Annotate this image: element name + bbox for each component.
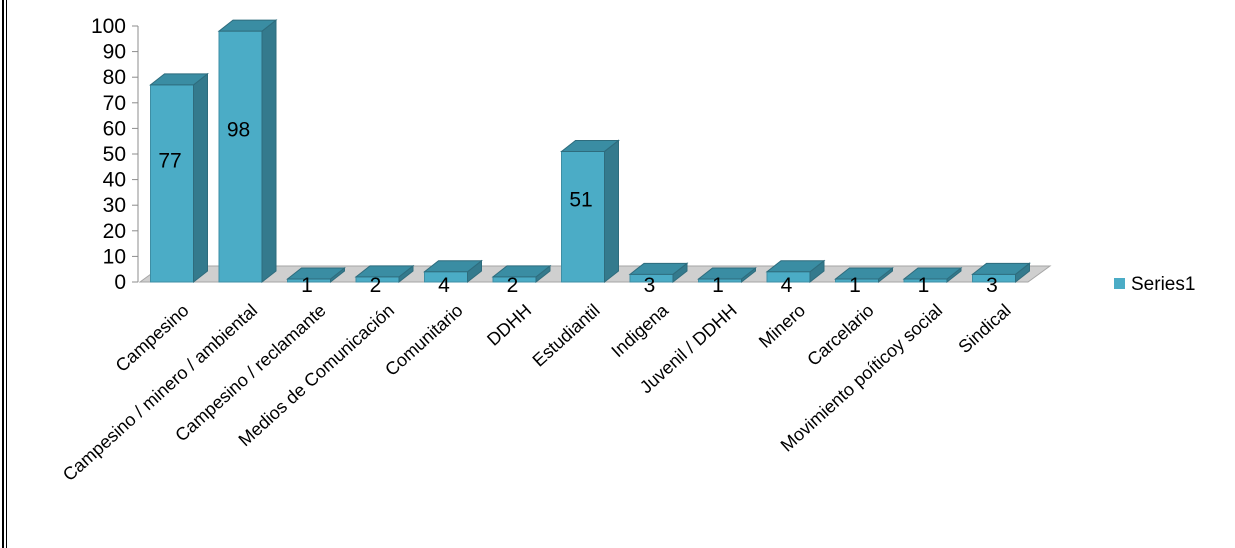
data-label: 4 bbox=[781, 274, 793, 297]
category-label: Sindical bbox=[954, 300, 1014, 357]
legend: Series1 bbox=[1114, 274, 1195, 295]
data-label: 1 bbox=[849, 274, 861, 297]
bar bbox=[149, 72, 209, 284]
data-label: 1 bbox=[301, 274, 313, 297]
bar bbox=[902, 266, 963, 284]
bar bbox=[765, 259, 826, 284]
data-label: 98 bbox=[227, 118, 250, 141]
data-label: 4 bbox=[438, 274, 450, 297]
bar-front bbox=[150, 84, 194, 283]
bar bbox=[491, 264, 552, 284]
category-label: Indigena bbox=[607, 299, 672, 361]
bar bbox=[628, 262, 689, 284]
bar-front bbox=[218, 30, 263, 283]
category-label: DDHH bbox=[483, 300, 535, 350]
y-tick-label: 40 bbox=[103, 169, 126, 192]
data-label: 77 bbox=[158, 150, 181, 173]
bar-top bbox=[423, 260, 483, 273]
y-tick-label: 80 bbox=[103, 66, 126, 89]
bar bbox=[217, 19, 278, 284]
data-label: 51 bbox=[569, 188, 592, 211]
category-label: Estudiantil bbox=[529, 300, 604, 370]
bar bbox=[286, 266, 346, 284]
bar-side bbox=[193, 72, 208, 284]
bar-front bbox=[561, 150, 605, 283]
legend-label: Series1 bbox=[1131, 274, 1195, 295]
y-tick-label: 60 bbox=[103, 117, 126, 140]
bar-top bbox=[560, 139, 620, 152]
y-tick-label: 50 bbox=[103, 143, 126, 166]
bar bbox=[560, 139, 620, 284]
left-border-line-inner bbox=[6, 0, 7, 548]
y-tick-label: 30 bbox=[103, 194, 126, 217]
y-tick-label: 70 bbox=[103, 92, 126, 115]
data-label: 3 bbox=[986, 274, 998, 297]
y-tick-label: 0 bbox=[114, 271, 126, 294]
bar-top bbox=[149, 73, 209, 86]
bar bbox=[971, 262, 1031, 284]
data-label: 2 bbox=[370, 274, 382, 297]
bar bbox=[834, 266, 894, 284]
data-label: 1 bbox=[918, 274, 930, 297]
bar-top bbox=[628, 262, 689, 275]
bar-side bbox=[261, 19, 277, 284]
y-tick-label: 100 bbox=[91, 15, 126, 38]
bar-top bbox=[834, 267, 894, 280]
bar-top bbox=[971, 262, 1031, 275]
bar-top bbox=[765, 260, 826, 273]
y-tick-label: 10 bbox=[103, 245, 126, 268]
bar-top bbox=[286, 267, 346, 280]
category-label: Minero bbox=[755, 300, 809, 352]
bar-top bbox=[491, 265, 552, 278]
bar bbox=[697, 266, 757, 284]
y-tick-label: 20 bbox=[103, 220, 126, 243]
bar-top bbox=[697, 267, 757, 280]
left-border-line bbox=[2, 0, 4, 548]
y-tick-label: 90 bbox=[103, 41, 126, 64]
data-label: 2 bbox=[507, 274, 519, 297]
bar bbox=[354, 264, 415, 284]
bar-top bbox=[217, 19, 278, 32]
bar-top bbox=[902, 267, 963, 280]
data-label: 3 bbox=[644, 274, 656, 297]
bar-top bbox=[354, 265, 415, 278]
bar-side bbox=[604, 139, 619, 284]
data-label: 1 bbox=[712, 274, 724, 297]
bar bbox=[423, 259, 483, 284]
legend-swatch bbox=[1114, 278, 1125, 289]
